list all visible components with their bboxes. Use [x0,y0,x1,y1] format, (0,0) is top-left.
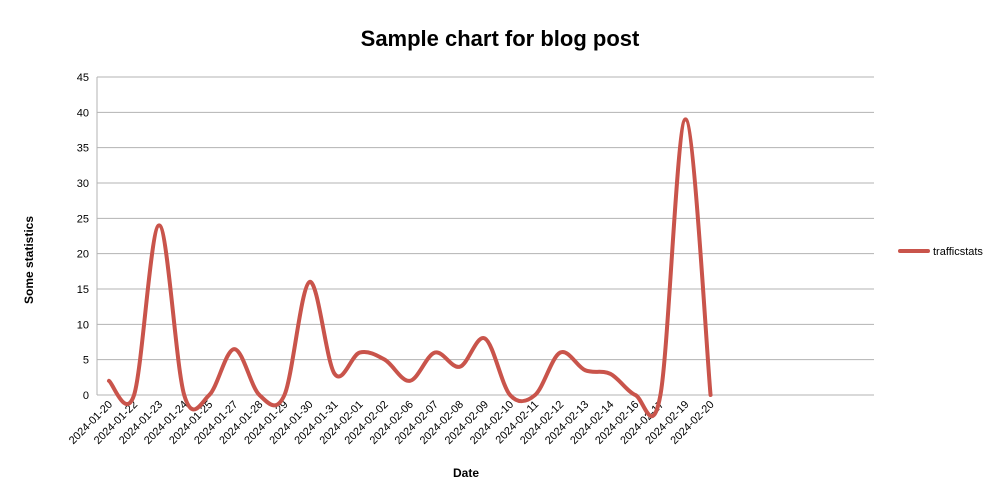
series-line-trafficstats [107,117,713,418]
y-axis-ticks: 0 5 10 15 20 25 30 35 40 45 [77,72,89,402]
x-axis-ticks: 2024-01-202024-01-222024-01-232024-01-24… [67,399,717,447]
y-tick-label: 40 [77,107,89,119]
y-tick-label: 20 [77,249,89,261]
series-layer [107,117,713,418]
y-tick-label: 15 [77,284,89,296]
y-tick-label: 25 [77,213,89,225]
y-tick-label: 5 [83,355,89,367]
legend-label: trafficstats [933,246,983,258]
x-axis-label: Date [453,466,479,480]
y-tick-label: 0 [83,390,89,402]
y-tick-label: 30 [77,178,89,190]
legend: trafficstats [898,246,983,258]
y-tick-label: 10 [77,319,89,331]
y-axis-label: Some statistics [22,216,36,304]
y-tick-label: 45 [77,72,89,84]
y-tick-label: 35 [77,143,89,155]
grid-lines [96,76,874,396]
chart-title: Sample chart for blog post [361,26,640,51]
